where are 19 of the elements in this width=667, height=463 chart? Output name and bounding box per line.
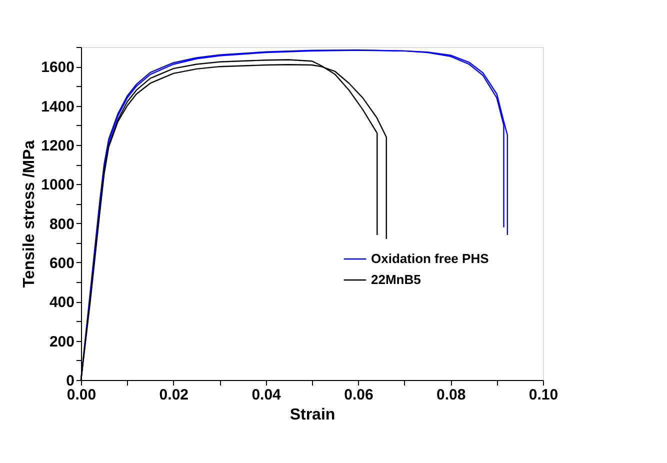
y-axis-title: Tensile stress /MPa	[21, 140, 38, 288]
y-tick-label: 200	[49, 333, 74, 350]
y-tick-label: 0	[66, 372, 74, 390]
x-axis-title: Strain	[290, 406, 336, 424]
x-tick-label: 0.00	[66, 386, 96, 404]
y-tick-label: 1000	[41, 176, 74, 194]
y-tick-label: 400	[49, 294, 74, 312]
x-tick-label: 0.08	[436, 386, 466, 404]
y-tick-label: 1400	[41, 98, 74, 116]
legend-label: Oxidation free PHS	[371, 251, 490, 266]
x-tick-label: 0.06	[344, 386, 374, 404]
x-tick-label: 0.10	[528, 386, 558, 404]
x-tick-label: 0.02	[159, 386, 188, 404]
y-tick-label: 1200	[41, 137, 74, 154]
y-tick-label: 800	[49, 216, 74, 233]
legend-label: 22MnB5	[371, 272, 421, 287]
y-tick-label: 1600	[41, 59, 74, 76]
y-tick-label: 600	[49, 254, 74, 272]
x-tick-label: 0.04	[252, 386, 282, 404]
